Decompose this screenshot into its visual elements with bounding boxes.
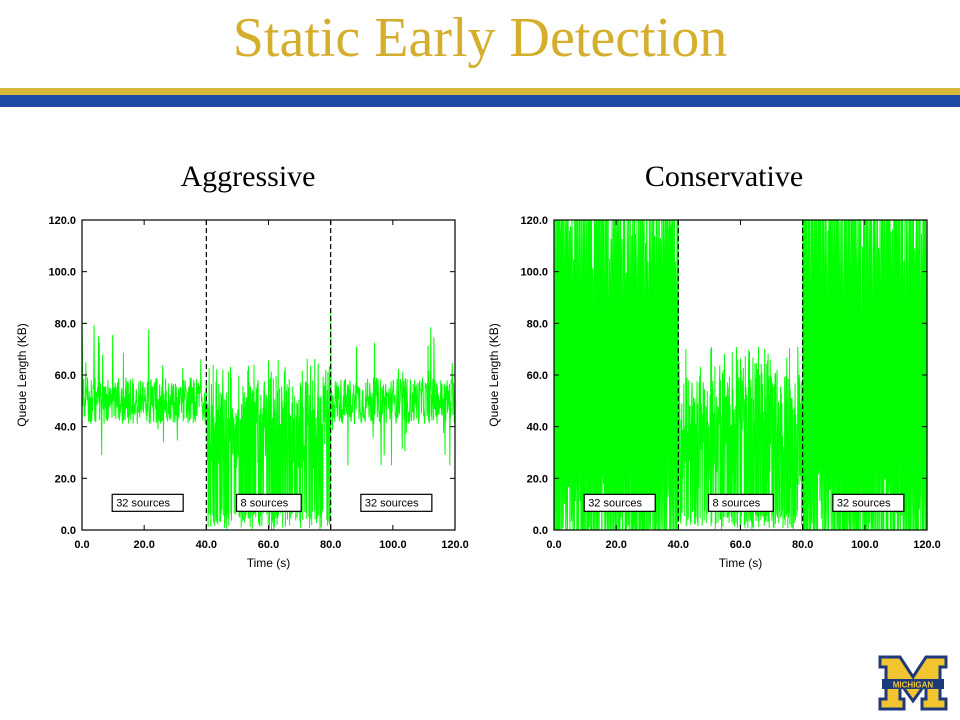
title-underline-gold <box>0 88 960 95</box>
slide-title: Static Early Detection <box>232 7 728 69</box>
annotation-box <box>707 493 774 512</box>
y-axis-label: Queue Length (KB) <box>487 323 501 426</box>
y-tick-label: 0.0 <box>61 525 76 537</box>
y-tick-label: 100.0 <box>520 267 548 279</box>
chart-title-conservative: Conservative <box>644 160 804 193</box>
y-tick-label: 80.0 <box>55 318 76 330</box>
y-tick-label: 100.0 <box>48 267 76 279</box>
x-tick-label: 20.0 <box>605 539 626 551</box>
chart-title-aggressive: Aggressive <box>180 160 316 193</box>
michigan-logo: MICHIGAN <box>878 655 948 711</box>
y-tick-label: 0.0 <box>533 525 548 537</box>
x-tick-label: 100.0 <box>851 539 879 551</box>
x-axis-label: Time (s) <box>247 556 291 570</box>
y-axis-label: Queue Length (KB) <box>15 323 29 426</box>
x-axis-label: Time (s) <box>719 556 763 570</box>
queue-chart-conservative: 0.0 20.0 40.0 60.0 80.0 100.0 120.0 0.0 20.0 40.0… <box>487 215 941 570</box>
y-tick-label: 20.0 <box>55 473 76 485</box>
x-tick-label: 120.0 <box>913 539 941 551</box>
x-tick-label: 60.0 <box>258 539 279 551</box>
annotation-label: 32 sources <box>365 497 419 509</box>
logo-text: MICHIGAN <box>893 681 934 690</box>
annotation-label: 32 sources <box>837 497 891 509</box>
y-tick-label: 80.0 <box>527 318 548 330</box>
annotation-label: 8 sources <box>241 497 289 509</box>
x-tick-label: 60.0 <box>730 539 751 551</box>
y-tick-label: 60.0 <box>55 370 76 382</box>
x-tick-label: 0.0 <box>546 539 561 551</box>
x-tick-label: 20.0 <box>133 539 154 551</box>
annotation-box <box>111 493 184 512</box>
x-tick-label: 0.0 <box>74 539 89 551</box>
x-tick-label: 40.0 <box>196 539 217 551</box>
y-tick-label: 120.0 <box>48 215 76 227</box>
queue-length-series <box>81 310 456 530</box>
y-tick-label: 120.0 <box>520 215 548 227</box>
annotation-label: 32 sources <box>588 497 642 509</box>
x-tick-label: 80.0 <box>320 539 341 551</box>
annotation-box <box>360 493 433 512</box>
y-tick-label: 40.0 <box>527 422 548 434</box>
annotation-label: 32 sources <box>116 497 170 509</box>
y-tick-label: 40.0 <box>55 422 76 434</box>
title-underline-blue <box>0 95 960 107</box>
x-tick-label: 80.0 <box>792 539 813 551</box>
annotation-box <box>235 493 302 512</box>
x-tick-label: 100.0 <box>379 539 407 551</box>
annotation-box <box>583 493 656 512</box>
annotation-box <box>832 493 905 512</box>
queue-chart-aggressive: 0.0 20.0 40.0 60.0 80.0 100.0 120.0 0.0 20.0 40.0… <box>15 215 469 570</box>
y-tick-label: 60.0 <box>527 370 548 382</box>
y-tick-label: 20.0 <box>527 473 548 485</box>
x-tick-label: 120.0 <box>441 539 469 551</box>
annotation-label: 8 sources <box>713 497 761 509</box>
queue-length-series <box>553 218 928 531</box>
x-tick-label: 40.0 <box>668 539 689 551</box>
